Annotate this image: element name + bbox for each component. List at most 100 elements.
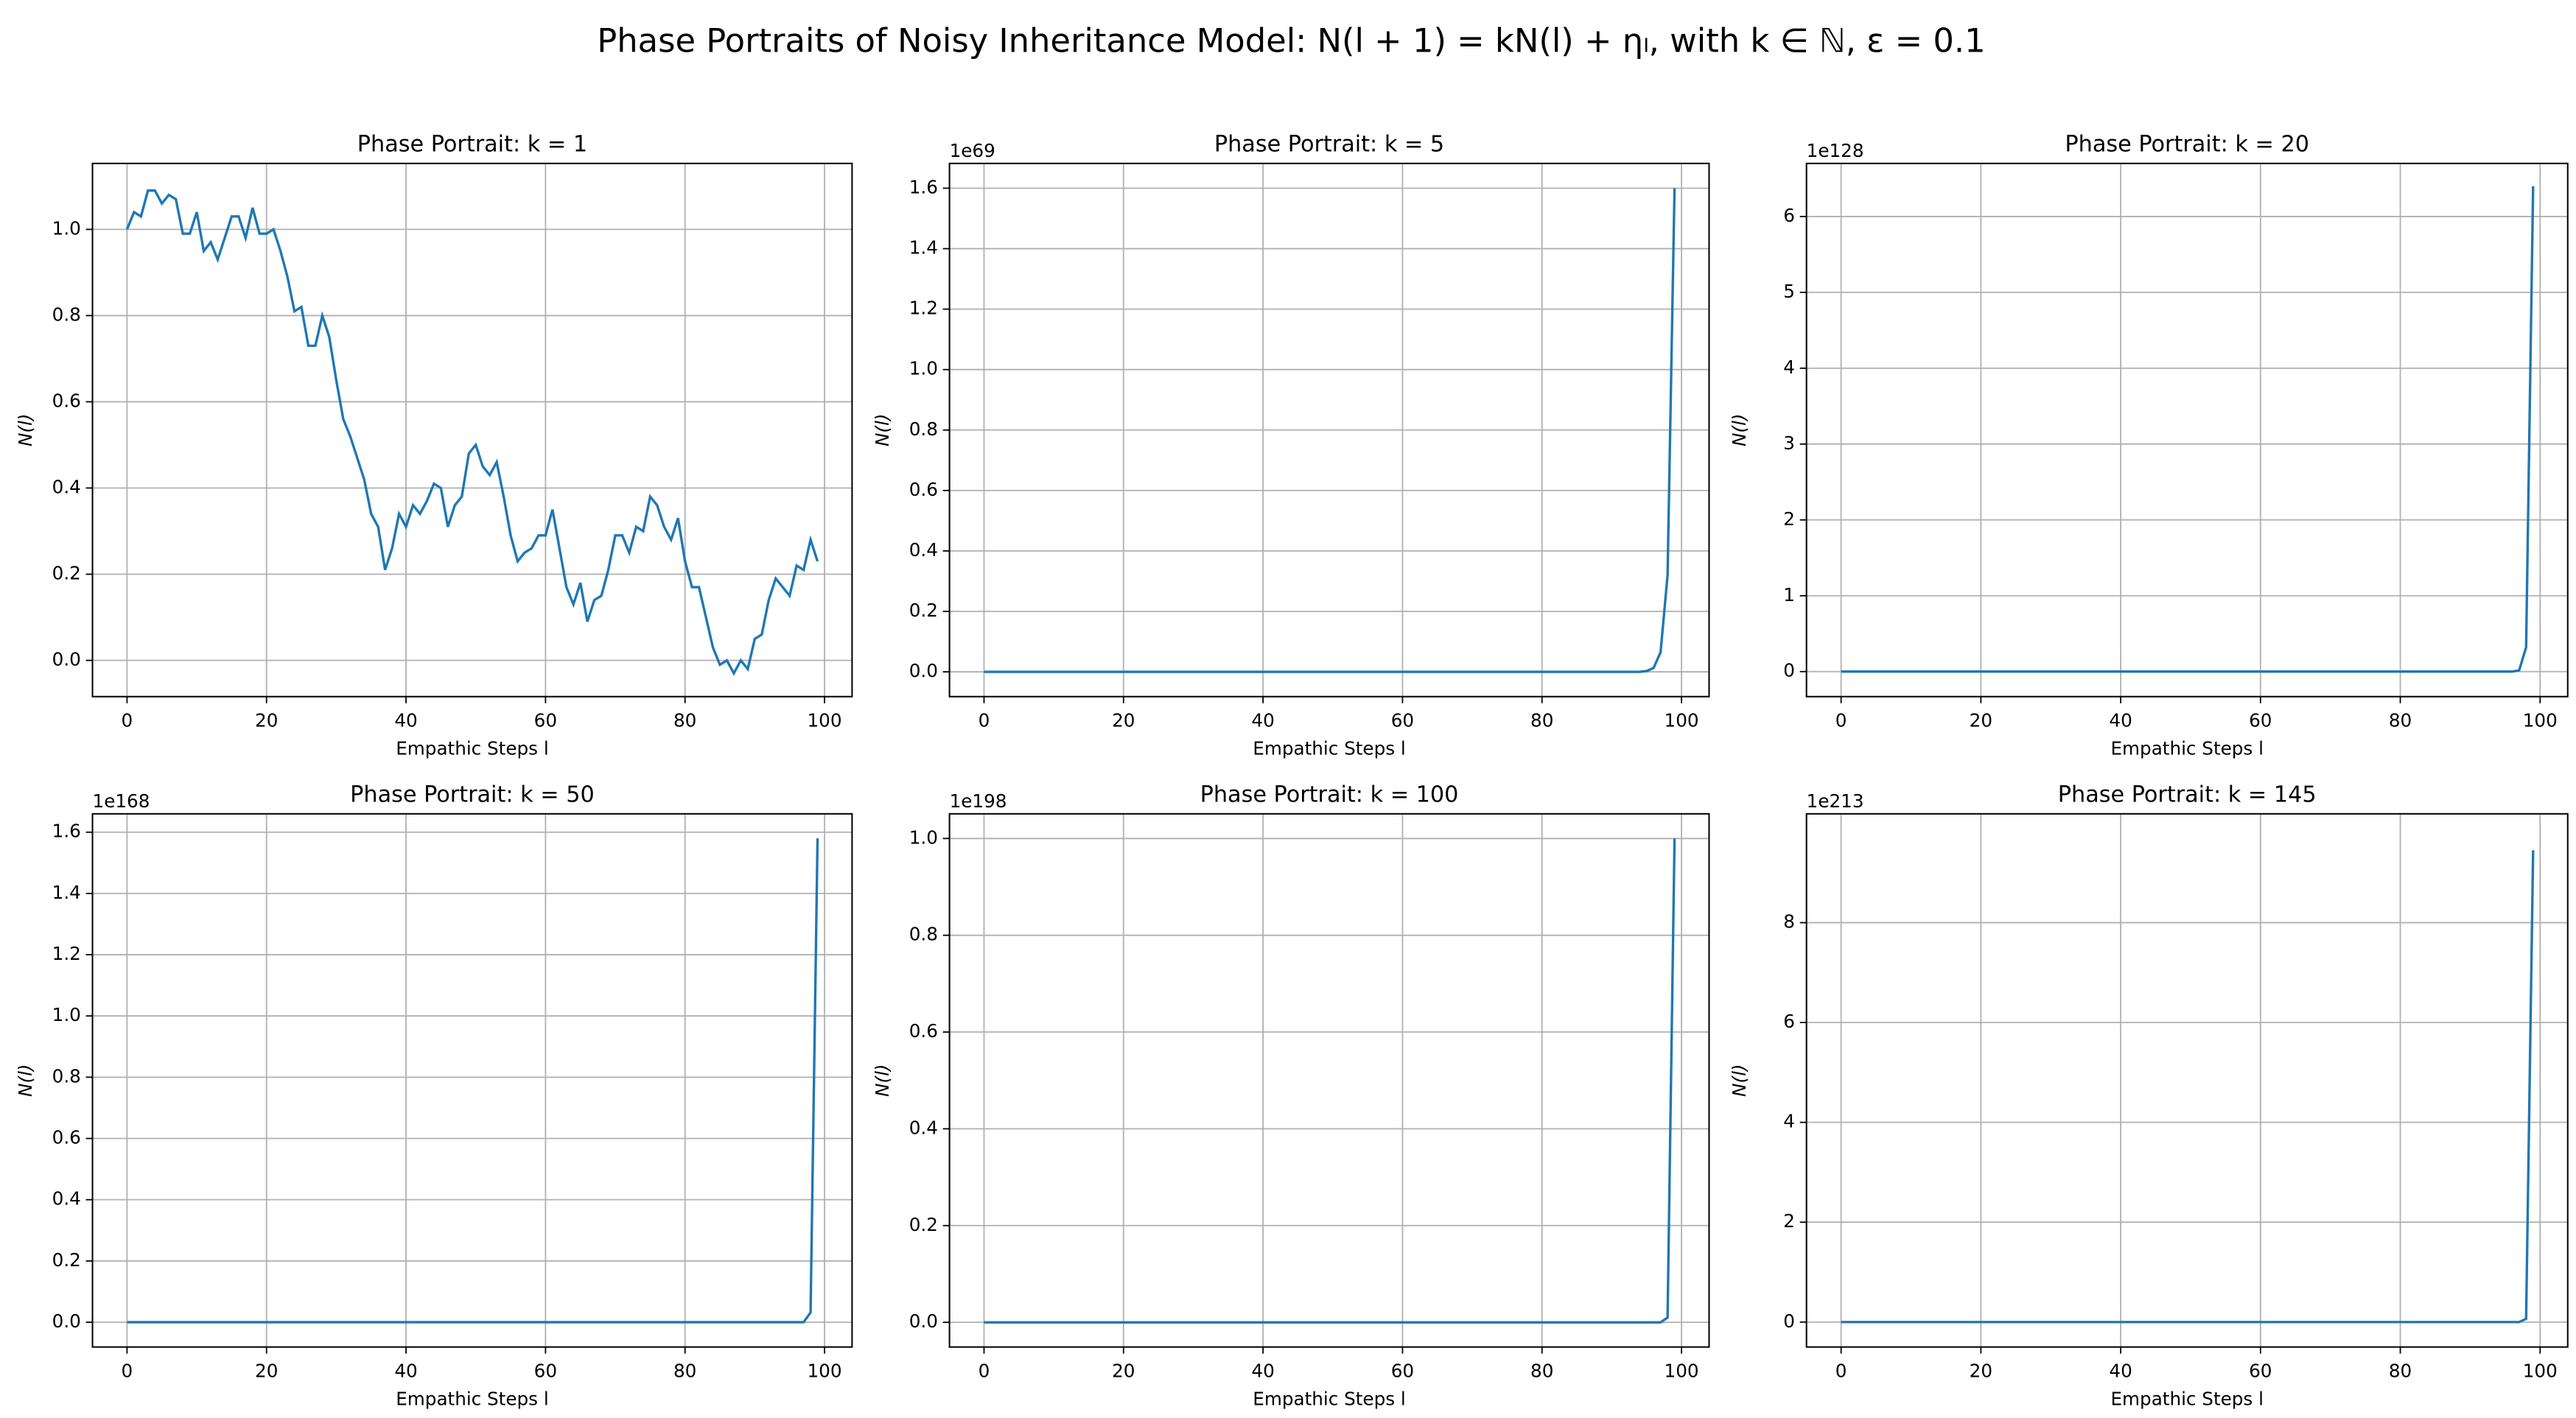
y-tick-label: 1.0 bbox=[52, 217, 81, 239]
y-tick-label: 0.2 bbox=[52, 1249, 81, 1271]
x-tick-label: 80 bbox=[2389, 1360, 2412, 1381]
x-tick-label: 100 bbox=[807, 709, 841, 731]
x-tick-label: 80 bbox=[673, 1360, 696, 1381]
y-tick-label: 1.2 bbox=[52, 943, 81, 964]
subplot-title: Phase Portrait: k = 145 bbox=[2058, 782, 2317, 808]
y-tick-label: 0.4 bbox=[909, 1117, 938, 1138]
x-tick-label: 60 bbox=[2249, 709, 2272, 731]
y-tick-label: 1.4 bbox=[52, 882, 81, 903]
x-axis-label: Empathic Steps l bbox=[1253, 737, 1405, 759]
data-line bbox=[125, 189, 819, 676]
x-tick-label: 0 bbox=[122, 1360, 133, 1381]
y-axis-label: N(l) bbox=[15, 1064, 36, 1097]
axes-frame bbox=[948, 812, 1710, 1348]
axes-frame bbox=[91, 162, 853, 698]
y-tick-label: 4 bbox=[1783, 357, 1795, 378]
axes-frame bbox=[1805, 812, 2569, 1348]
y-tick-label: 1.4 bbox=[909, 237, 938, 259]
x-axis-label: Empathic Steps l bbox=[396, 737, 548, 759]
x-tick-label: 100 bbox=[1665, 709, 1699, 731]
figure-title: Phase Portraits of Noisy Inheritance Mod… bbox=[597, 21, 1985, 60]
subplot-title: Phase Portrait: k = 100 bbox=[1200, 782, 1459, 808]
x-tick-label: 0 bbox=[979, 709, 990, 731]
y-axis-label: N(l) bbox=[872, 414, 893, 447]
axis-offset-label: 1e198 bbox=[950, 790, 1007, 812]
y-tick-label: 0.8 bbox=[52, 303, 81, 325]
x-tick-label: 60 bbox=[2249, 1360, 2272, 1381]
x-tick-label: 60 bbox=[1391, 1360, 1414, 1381]
data-line bbox=[984, 838, 1676, 1324]
x-tick-label: 20 bbox=[1970, 709, 1992, 731]
axis-offset-label: 1e69 bbox=[950, 140, 995, 161]
axes-frame bbox=[948, 162, 1710, 698]
y-tick-label: 1.0 bbox=[52, 1004, 81, 1025]
y-tick-label: 0.0 bbox=[909, 1310, 938, 1332]
x-tick-label: 80 bbox=[1530, 709, 1553, 731]
x-tick-label: 60 bbox=[534, 1360, 557, 1381]
subplot-title: Phase Portrait: k = 20 bbox=[2065, 132, 2309, 158]
y-tick-label: 1 bbox=[1783, 584, 1795, 606]
y-tick-label: 6 bbox=[1783, 1011, 1795, 1032]
y-tick-label: 0.0 bbox=[52, 1310, 81, 1332]
x-tick-label: 20 bbox=[1112, 1360, 1135, 1381]
y-tick-label: 8 bbox=[1783, 911, 1795, 933]
x-tick-label: 80 bbox=[1530, 1360, 1553, 1381]
x-tick-label: 0 bbox=[979, 1360, 990, 1381]
x-tick-label: 40 bbox=[1251, 1360, 1274, 1381]
data-line bbox=[1841, 850, 2535, 1324]
data-line bbox=[127, 838, 819, 1324]
x-tick-label: 40 bbox=[394, 1360, 417, 1381]
y-tick-label: 0 bbox=[1783, 660, 1795, 681]
axes-frame bbox=[91, 812, 853, 1348]
y-axis-label: N(l) bbox=[872, 1064, 893, 1097]
y-tick-label: 4 bbox=[1783, 1111, 1795, 1132]
x-tick-label: 20 bbox=[1112, 709, 1135, 731]
y-tick-label: 2 bbox=[1783, 1210, 1795, 1232]
y-tick-label: 0.6 bbox=[52, 1127, 81, 1148]
y-tick-label: 0.4 bbox=[52, 476, 81, 497]
data-line bbox=[1841, 186, 2535, 673]
x-tick-label: 0 bbox=[1835, 709, 1847, 731]
y-tick-label: 3 bbox=[1783, 432, 1795, 454]
y-tick-label: 0.8 bbox=[52, 1065, 81, 1087]
y-tick-label: 0.4 bbox=[909, 539, 938, 561]
x-tick-label: 40 bbox=[1251, 709, 1274, 731]
x-tick-label: 20 bbox=[255, 709, 278, 731]
subplot-title: Phase Portrait: k = 1 bbox=[357, 132, 587, 158]
y-tick-label: 1.0 bbox=[909, 358, 938, 379]
y-axis-label: N(l) bbox=[15, 414, 36, 447]
y-tick-label: 5 bbox=[1783, 281, 1795, 302]
y-tick-label: 0.8 bbox=[909, 924, 938, 945]
y-tick-label: 6 bbox=[1783, 205, 1795, 226]
y-tick-label: 1.0 bbox=[909, 826, 938, 848]
x-tick-label: 20 bbox=[255, 1360, 278, 1381]
axis-offset-label: 1e168 bbox=[93, 790, 150, 812]
x-axis-label: Empathic Steps l bbox=[2110, 1388, 2263, 1409]
x-tick-label: 60 bbox=[1391, 709, 1414, 731]
subplot-title: Phase Portrait: k = 50 bbox=[350, 782, 595, 808]
x-tick-label: 100 bbox=[2523, 1360, 2558, 1381]
y-tick-label: 0 bbox=[1783, 1310, 1795, 1332]
y-axis-label: N(l) bbox=[1729, 414, 1750, 447]
y-tick-label: 0.2 bbox=[909, 600, 938, 621]
x-tick-label: 0 bbox=[122, 709, 133, 731]
x-tick-label: 40 bbox=[2109, 709, 2132, 731]
axis-offset-label: 1e213 bbox=[1807, 790, 1864, 812]
y-tick-label: 0.8 bbox=[909, 418, 938, 440]
y-tick-label: 1.2 bbox=[909, 298, 938, 319]
axis-offset-label: 1e128 bbox=[1807, 140, 1864, 161]
y-tick-label: 1.6 bbox=[909, 177, 938, 198]
y-tick-label: 0.0 bbox=[52, 649, 81, 670]
x-axis-label: Empathic Steps l bbox=[1253, 1388, 1405, 1409]
x-tick-label: 100 bbox=[1665, 1360, 1699, 1381]
x-axis-label: Empathic Steps l bbox=[2110, 737, 2263, 759]
data-line bbox=[984, 188, 1676, 673]
y-tick-label: 0.2 bbox=[909, 1214, 938, 1235]
x-tick-label: 60 bbox=[534, 709, 557, 731]
x-tick-label: 0 bbox=[1835, 1360, 1847, 1381]
y-tick-label: 0.6 bbox=[52, 390, 81, 411]
subplot-title: Phase Portrait: k = 5 bbox=[1214, 132, 1444, 158]
